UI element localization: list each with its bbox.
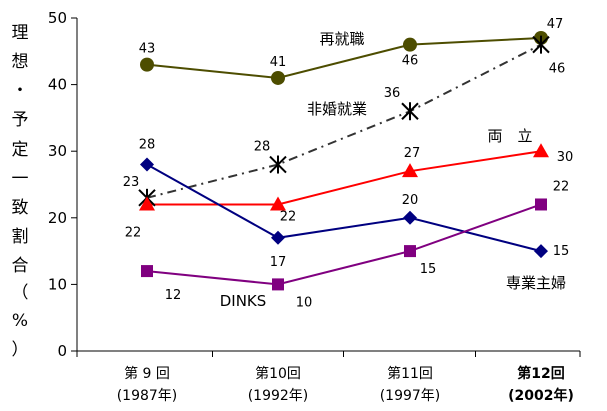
data-label-1-3: 46	[402, 54, 419, 69]
series-name-4: 専業主婦	[506, 274, 566, 292]
data-point-3-2	[270, 196, 286, 211]
data-label-3-2: 22	[280, 209, 297, 224]
data-point-5-3	[404, 245, 416, 258]
y-tick-label: 40	[48, 76, 67, 94]
y-axis-label-char: 割	[12, 227, 29, 247]
data-labels: 43 41 46 47 23 28 36 46 22 22 27 30 28 17 20 15 12 10 15 22	[123, 17, 574, 310]
data-point-5-1	[141, 265, 153, 278]
data-label-1-1: 43	[139, 42, 156, 57]
x-tick-label: 第10回	[255, 365, 301, 382]
data-point-4-4	[534, 244, 548, 259]
data-point-3-1	[139, 196, 155, 211]
y-axis-label-char: 想	[12, 52, 29, 72]
data-point-2-4	[532, 35, 550, 54]
y-axis-label-char: 致	[12, 198, 29, 218]
data-point-1-2	[271, 70, 285, 85]
data-label-4-4: 15	[553, 244, 570, 259]
y-axis-label-char: %	[12, 311, 28, 331]
y-tick-label: 0	[57, 342, 67, 360]
data-label-3-3: 27	[404, 146, 421, 161]
data-point-2-3	[401, 102, 419, 121]
series-name-1: 再就職	[319, 30, 364, 48]
data-point-4-2	[271, 230, 285, 245]
data-label-3-4: 30	[557, 150, 574, 165]
x-tick-sublabel: (1997年)	[380, 388, 441, 404]
data-label-2-1: 23	[123, 175, 140, 190]
y-axis-label-char: 定	[12, 140, 29, 160]
y-axis-label-char: 予	[12, 110, 29, 130]
y-tick-label: 20	[48, 209, 67, 227]
data-label-5-2: 10	[296, 295, 313, 310]
data-label-2-4: 46	[549, 62, 566, 77]
data-point-3-3	[402, 163, 418, 178]
data-label-4-3: 20	[402, 193, 419, 208]
axes: 0 10 20 30 40 50 第 9 回 (1987年) 第10回 (1992年) 第11回 (1…	[48, 9, 581, 404]
y-axis-label-char: ）	[12, 340, 29, 360]
x-tick-label: 第12回	[517, 365, 564, 382]
x-tick-sublabel: (1992年)	[248, 388, 309, 404]
data-label-1-2: 41	[270, 55, 287, 70]
data-label-2-2: 28	[254, 140, 271, 155]
y-axis-label-char: （	[12, 283, 29, 303]
data-label-5-1: 12	[165, 288, 182, 303]
series-lines	[146, 36, 542, 286]
data-point-5-4	[535, 198, 547, 211]
x-tick-sublabel: (2002年)	[508, 387, 574, 404]
x-tick-label: 第 9 回	[124, 365, 170, 382]
series-name-3: 両 立	[487, 127, 532, 145]
data-point-4-3	[403, 210, 417, 225]
data-label-5-3: 15	[420, 262, 437, 277]
series-line-5	[146, 203, 542, 286]
series-name-5: DINKS	[220, 292, 267, 310]
data-label-1-4: 47	[547, 17, 564, 32]
data-point-1-1	[140, 57, 154, 72]
y-tick-label: 50	[48, 9, 67, 27]
data-label-4-2: 17	[270, 255, 287, 270]
series-line-1	[146, 36, 542, 79]
data-label-5-4: 22	[553, 179, 570, 194]
x-tick-label: 第11回	[387, 365, 433, 382]
data-point-1-3	[403, 37, 417, 52]
data-point-2-2	[269, 155, 287, 174]
series-name-2: 非婚就業	[307, 100, 367, 118]
series-line-4	[146, 163, 542, 253]
y-tick-label: 10	[48, 275, 67, 293]
data-label-2-3: 36	[384, 86, 401, 101]
data-point-5-2	[272, 278, 284, 291]
y-axis-label-char: ・	[12, 81, 29, 101]
series-markers	[138, 30, 550, 291]
x-tick-sublabel: (1987年)	[117, 388, 178, 404]
y-axis-label-char: 合	[12, 256, 29, 276]
data-label-4-1: 28	[139, 138, 156, 153]
y-axis-label-char: 一	[12, 169, 29, 189]
series-line-2	[146, 43, 542, 199]
series-line-3	[147, 150, 542, 206]
data-point-4-1	[140, 157, 154, 172]
data-point-3-4	[533, 143, 549, 158]
data-label-3-1: 22	[125, 225, 142, 240]
y-axis-label-char: 理	[12, 23, 29, 43]
y-tick-label: 30	[48, 142, 67, 160]
